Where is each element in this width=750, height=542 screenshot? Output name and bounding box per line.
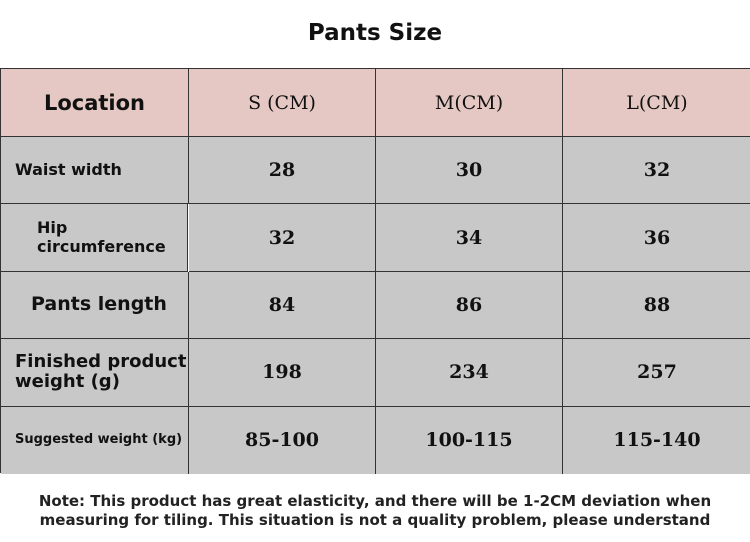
table-cell: 198 [189, 339, 376, 407]
row-label: Finished product weight (g) [1, 339, 189, 407]
table-cell: 88 [563, 271, 750, 340]
row-label: Waist width [1, 137, 189, 205]
table-cell: 34 [376, 204, 563, 272]
title: Pants Size [307, 20, 443, 46]
table-cell: 85-100 [189, 406, 376, 474]
note-line: Note: This product has great elasticity,… [38, 492, 712, 510]
header-cell: Location [1, 69, 189, 137]
table-cell: 257 [563, 339, 750, 407]
table-cell: 32 [563, 137, 750, 205]
table-cell: 32 [189, 204, 376, 272]
table-cell: 36 [563, 204, 750, 272]
table-cell: 86 [376, 271, 563, 340]
header-cell: M(CM) [376, 69, 563, 137]
header-cell: S (CM) [189, 69, 376, 137]
header-cell: L(CM) [563, 69, 750, 137]
row-label: Pants length [1, 271, 189, 340]
table-cell: 100-115 [376, 406, 563, 474]
table-cell: 234 [376, 339, 563, 407]
row-label: Hip circumference [1, 204, 188, 272]
table-cell: 115-140 [563, 406, 750, 474]
row-label: Suggested weight (kg) [1, 406, 189, 474]
note-line: measuring for tiling. This situation is … [39, 511, 711, 529]
note: Note: This product has great elasticity,… [0, 492, 750, 530]
table-cell: 30 [376, 137, 563, 205]
size-table: Location S (CM) M(CM) L(CM) Waist width 28 30 3… [0, 68, 750, 474]
table-cell: 28 [189, 137, 376, 205]
table-cell: 84 [189, 271, 376, 340]
